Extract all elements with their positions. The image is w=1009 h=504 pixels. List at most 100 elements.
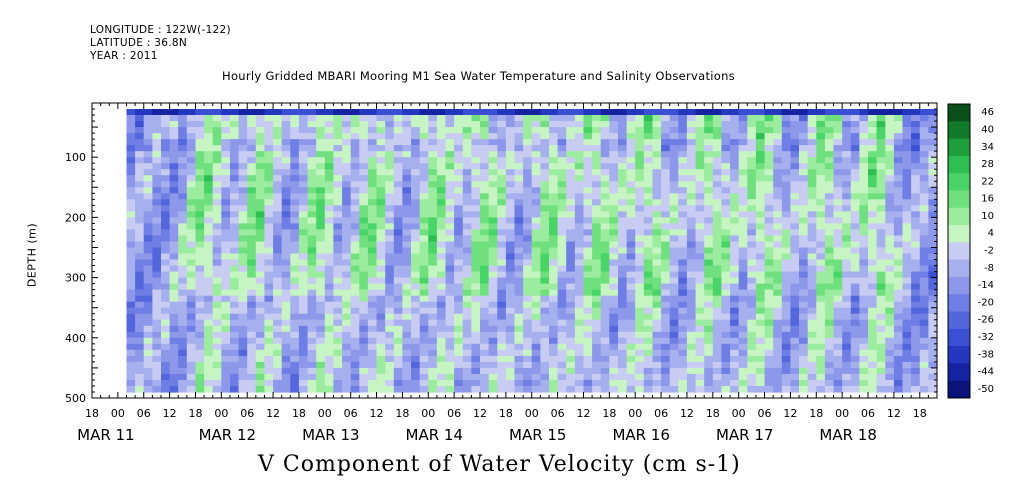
heatmap-cell xyxy=(842,386,852,393)
heatmap-cell xyxy=(350,343,360,351)
heatmap-cell xyxy=(428,181,438,188)
heatmap-cell xyxy=(152,355,162,363)
heatmap-cell xyxy=(859,115,869,122)
heatmap-cell xyxy=(764,157,774,164)
colorbar-swatch xyxy=(948,328,970,347)
heatmap-cell xyxy=(264,205,274,212)
heatmap-cell xyxy=(592,127,602,134)
heatmap-cell xyxy=(264,301,274,309)
heatmap-cell xyxy=(669,295,679,303)
heatmap-cell xyxy=(704,151,714,158)
heatmap-cell xyxy=(281,109,291,116)
heatmap-cell xyxy=(695,277,705,285)
heatmap-cell xyxy=(290,319,300,327)
colorbar-swatch xyxy=(948,311,970,330)
heatmap-cell xyxy=(402,325,412,333)
heatmap-cell xyxy=(367,355,378,363)
heatmap-cell xyxy=(505,277,516,285)
heatmap-cell xyxy=(411,199,421,206)
heatmap-cell xyxy=(230,253,240,261)
heatmap-cell xyxy=(618,283,628,291)
heatmap-cell xyxy=(764,109,774,116)
heatmap-cell xyxy=(247,355,257,363)
heatmap-cell xyxy=(764,163,774,170)
heatmap-cell xyxy=(738,163,748,170)
heatmap-cell xyxy=(730,229,740,236)
heatmap-cell xyxy=(385,283,395,291)
heatmap-cell xyxy=(393,199,403,206)
heatmap-cell xyxy=(583,379,593,387)
heatmap-cell xyxy=(893,241,904,249)
heatmap-cell xyxy=(523,115,533,122)
heatmap-cell xyxy=(902,211,912,218)
heatmap-cell xyxy=(169,151,179,158)
heatmap-cell xyxy=(721,271,731,279)
heatmap-cell xyxy=(178,283,188,291)
heatmap-cell xyxy=(359,271,369,279)
heatmap-cell xyxy=(643,229,653,236)
heatmap-cell xyxy=(566,205,576,212)
heatmap-cell xyxy=(324,175,334,182)
heatmap-cell xyxy=(462,199,472,206)
heatmap-cell xyxy=(454,127,464,134)
heatmap-cell xyxy=(505,127,516,134)
heatmap-cell xyxy=(626,217,636,224)
heatmap-cell xyxy=(393,301,403,309)
heatmap-cell xyxy=(152,253,162,261)
heatmap-cell xyxy=(609,289,619,297)
heatmap-cell xyxy=(868,229,878,236)
heatmap-cell xyxy=(316,319,326,327)
heatmap-cell xyxy=(661,181,671,188)
heatmap-cell xyxy=(359,115,369,122)
heatmap-cell xyxy=(618,319,628,327)
heatmap-cell xyxy=(824,169,835,176)
heatmap-cell xyxy=(540,386,550,393)
heatmap-cell xyxy=(635,361,645,369)
heatmap-cell xyxy=(618,181,628,188)
heatmap-cell xyxy=(824,241,835,249)
heatmap-cell xyxy=(333,313,343,321)
heatmap-cell xyxy=(264,361,274,369)
heatmap-cell xyxy=(247,109,257,116)
heatmap-cell xyxy=(419,361,429,369)
heatmap-cell xyxy=(531,223,541,230)
heatmap-cell xyxy=(221,205,231,212)
heatmap-cell xyxy=(531,386,541,393)
heatmap-cell xyxy=(799,121,809,128)
heatmap-cell xyxy=(730,109,740,116)
heatmap-cell xyxy=(574,121,585,128)
heatmap-cell xyxy=(850,355,860,363)
heatmap-cell xyxy=(333,367,343,375)
heatmap-cell xyxy=(704,343,714,351)
heatmap-cell xyxy=(273,319,283,327)
heatmap-cell xyxy=(514,271,524,279)
heatmap-cell xyxy=(316,253,326,261)
heatmap-cell xyxy=(454,295,464,303)
heatmap-cell xyxy=(333,331,343,339)
heatmap-cell xyxy=(669,289,679,297)
heatmap-cell xyxy=(169,211,179,218)
heatmap-cell xyxy=(411,386,421,393)
heatmap-cell xyxy=(893,379,904,387)
heatmap-cell xyxy=(307,283,317,291)
heatmap-cell xyxy=(876,229,886,236)
heatmap-cell xyxy=(807,259,817,267)
heatmap-cell xyxy=(307,241,317,249)
heatmap-cell xyxy=(523,163,533,170)
heatmap-cell xyxy=(367,289,378,297)
heatmap-cell xyxy=(833,265,843,273)
heatmap-cell xyxy=(488,241,498,249)
heatmap-cell xyxy=(221,133,231,140)
heatmap-cell xyxy=(333,253,343,261)
heatmap-cell xyxy=(868,265,878,273)
heatmap-cell xyxy=(298,223,309,230)
heatmap-cell xyxy=(893,187,904,194)
heatmap-cell xyxy=(868,289,878,297)
heatmap-cell xyxy=(359,289,369,297)
heatmap-cell xyxy=(764,271,774,279)
heatmap-cell xyxy=(230,139,240,146)
heatmap-cell xyxy=(626,133,636,140)
heatmap-cell xyxy=(523,127,533,134)
heatmap-cell xyxy=(290,301,300,309)
heatmap-cell xyxy=(773,313,783,321)
